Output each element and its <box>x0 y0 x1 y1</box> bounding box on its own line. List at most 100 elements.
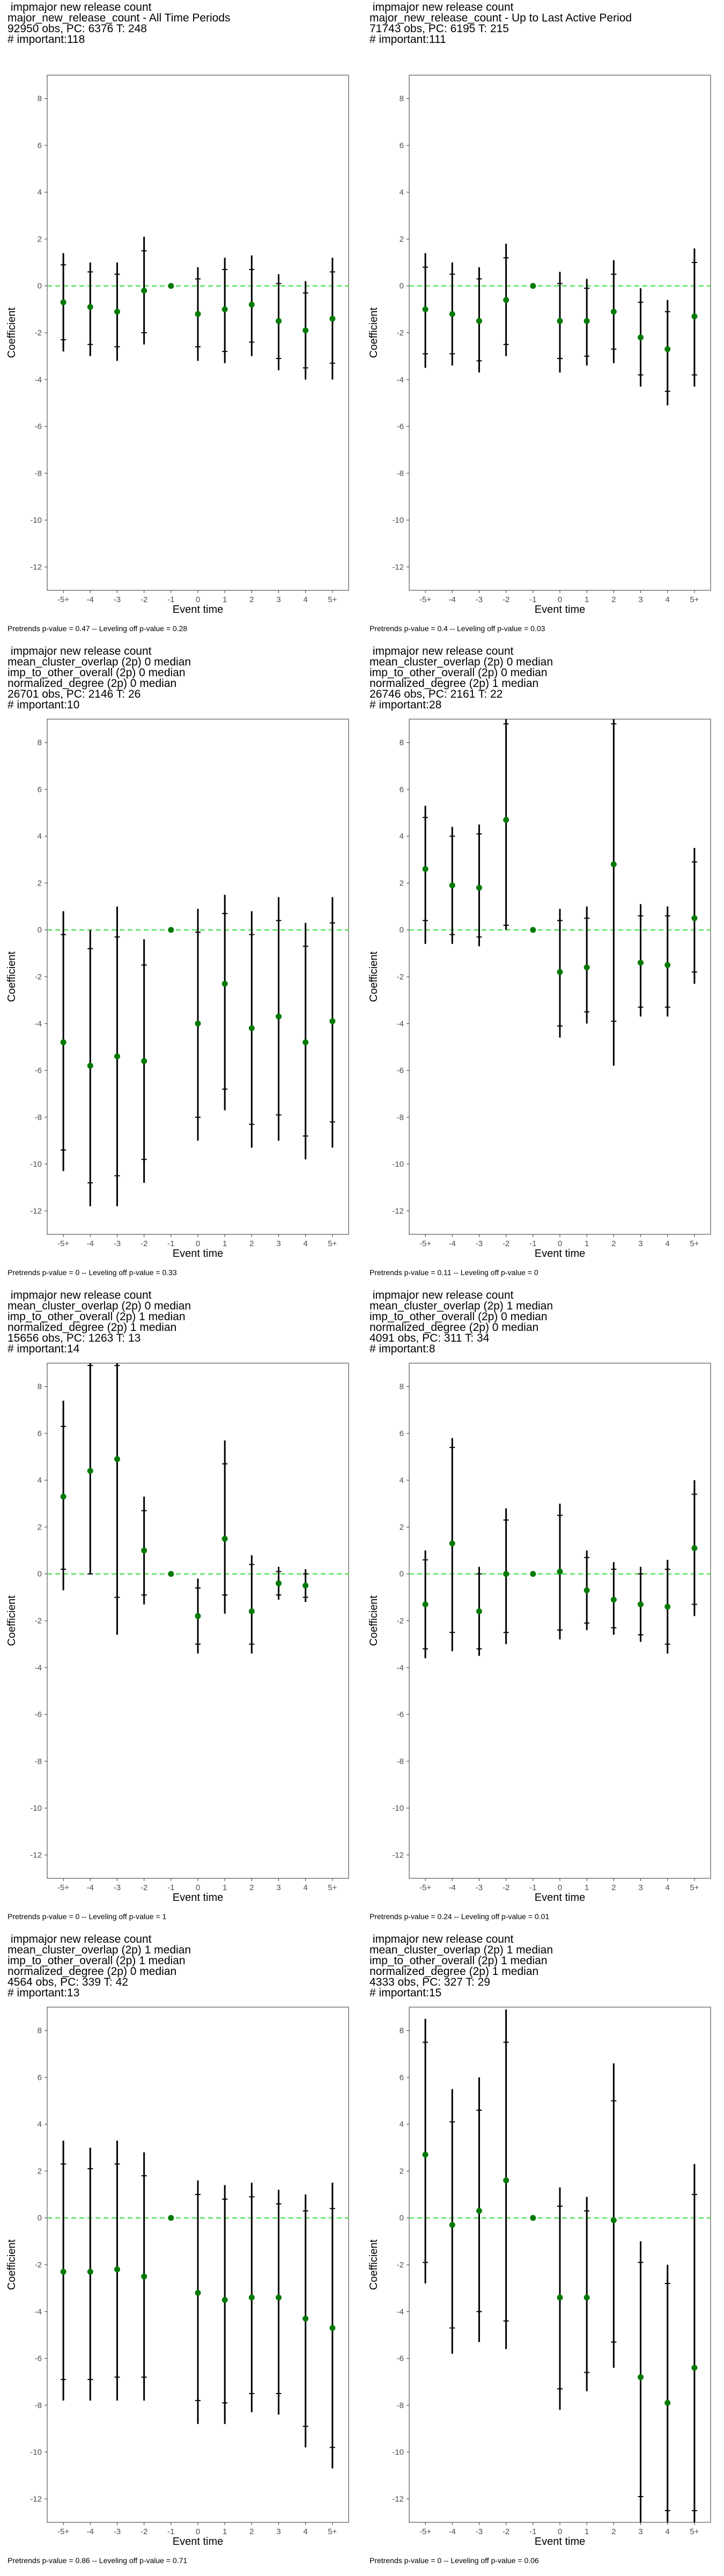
y-tick-label: -8 <box>35 1113 42 1122</box>
x-tick-label: 3 <box>276 2527 280 2536</box>
event-study-panel: impmajor new release count major_new_rele… <box>0 0 362 644</box>
y-tick-label: -8 <box>397 469 404 478</box>
y-tick-label: 6 <box>38 1429 42 1438</box>
y-tick-label: -8 <box>35 1757 42 1766</box>
x-tick-label: -3 <box>476 595 483 604</box>
x-tick-label: 3 <box>638 1883 642 1892</box>
coefficient-point <box>610 2217 617 2223</box>
coefficient-point <box>87 1468 93 1474</box>
y-tick-label: 8 <box>38 1382 42 1392</box>
chart-title-line: 26701 obs, PC: 2146 T: 26 <box>8 688 141 700</box>
coefficient-point <box>302 1583 309 1589</box>
x-tick-label: 5+ <box>690 2527 699 2536</box>
chart-title-line: # important:8 <box>370 1343 435 1355</box>
y-tick-label: -2 <box>35 1616 42 1626</box>
chart-title: impmajor new release count major_new_rele… <box>8 2 231 45</box>
chart-title-line: impmajor new release count <box>370 1933 514 1945</box>
chart-title-line: normalized_degree (2p) 0 median <box>8 677 177 690</box>
y-tick-label: -6 <box>397 2354 404 2363</box>
chart-title-line: 92950 obs, PC: 6376 T: 248 <box>8 23 147 35</box>
x-tick-label: -1 <box>167 1883 174 1892</box>
coefficient-point <box>221 306 228 312</box>
coefficient-point <box>114 1456 120 1462</box>
chart-title-line: # important:14 <box>8 1343 80 1355</box>
coefficient-point <box>583 1587 590 1593</box>
coefficient-point <box>638 960 644 966</box>
x-tick-label: 5+ <box>328 1883 337 1892</box>
coefficient-point <box>195 1613 201 1619</box>
coefficient-point <box>530 927 536 933</box>
coefficient-point <box>610 861 617 868</box>
y-tick-label: -2 <box>35 328 42 338</box>
coefficient-point <box>503 2177 509 2184</box>
x-tick-label: -2 <box>141 1883 147 1892</box>
y-tick-label: -4 <box>397 375 404 384</box>
coefficient-point <box>449 882 455 889</box>
y-tick-label: 4 <box>400 188 404 197</box>
coefficient-point <box>664 346 671 353</box>
x-tick-label: 1 <box>585 2527 589 2536</box>
coefficient-point <box>141 2273 147 2280</box>
y-tick-label: -8 <box>397 2401 404 2410</box>
chart-title-line: major_new_release_count - All Time Perio… <box>8 12 231 24</box>
coefficient-point <box>476 1608 482 1615</box>
y-tick-label: -2 <box>397 972 404 982</box>
coefficient-point <box>583 318 590 324</box>
x-tick-label: 4 <box>304 1239 308 1248</box>
x-tick-label: -3 <box>114 1883 121 1892</box>
coefficient-point <box>168 1571 174 1577</box>
x-tick-label: 3 <box>276 1239 280 1248</box>
y-tick-label: 6 <box>400 2073 404 2082</box>
y-tick-label: 2 <box>400 879 404 888</box>
x-tick-label: 4 <box>666 2527 670 2536</box>
y-tick-label: -12 <box>392 1206 404 1216</box>
y-tick-label: -6 <box>35 1066 42 1075</box>
coefficient-point <box>221 2296 228 2303</box>
coefficient-point <box>248 1025 255 1031</box>
chart-title-line: # important:118 <box>8 33 85 46</box>
x-axis-label: Event time <box>535 1248 585 1260</box>
coefficient-point <box>583 964 590 971</box>
x-tick-label: 0 <box>196 1239 200 1248</box>
y-tick-label: 0 <box>400 1570 404 1579</box>
y-tick-label: -8 <box>35 2401 42 2410</box>
x-tick-label: 3 <box>638 2527 642 2536</box>
x-axis-label: Event time <box>173 604 223 616</box>
event-study-panel: impmajor new release count mean_cluster_o… <box>0 1288 362 1932</box>
y-tick-label: -10 <box>392 516 404 525</box>
x-tick-label: 4 <box>304 1883 308 1892</box>
x-tick-label: -5+ <box>57 595 69 604</box>
x-tick-label: -1 <box>167 1239 174 1248</box>
y-tick-label: -6 <box>35 2354 42 2363</box>
event-study-panel: impmajor new release count mean_cluster_o… <box>362 1288 724 1932</box>
x-tick-label: -5+ <box>419 1883 431 1892</box>
y-tick-label: 4 <box>400 1476 404 1485</box>
chart-title-line: imp_to_other_overall (2p) 1 median <box>370 1955 548 1967</box>
x-tick-label: 4 <box>666 1239 670 1248</box>
x-tick-label: -1 <box>529 595 536 604</box>
coefficient-point <box>664 2399 671 2406</box>
y-axis-label: Coefficient <box>6 307 18 358</box>
y-tick-label: -12 <box>30 562 42 572</box>
x-tick-label: -2 <box>503 595 509 604</box>
x-axis-label: Event time <box>173 1892 223 1904</box>
coefficient-point <box>476 318 482 324</box>
coefficient-point <box>60 1494 67 1500</box>
coefficient-point <box>557 969 563 975</box>
coefficient-point <box>141 1058 147 1064</box>
x-axis-label: Event time <box>173 1248 223 1260</box>
y-axis-label: Coefficient <box>6 1595 18 1646</box>
x-tick-label: 2 <box>611 1883 616 1892</box>
x-tick-label: -2 <box>141 595 147 604</box>
x-tick-label: -5+ <box>419 1239 431 1248</box>
x-tick-label: 1 <box>585 595 589 604</box>
y-tick-label: -10 <box>30 516 42 525</box>
y-tick-label: -12 <box>392 1850 404 1860</box>
x-tick-label: -4 <box>87 1883 94 1892</box>
x-tick-label: -3 <box>114 2527 121 2536</box>
x-tick-label: -5+ <box>57 1883 69 1892</box>
x-tick-label: 1 <box>223 2527 227 2536</box>
